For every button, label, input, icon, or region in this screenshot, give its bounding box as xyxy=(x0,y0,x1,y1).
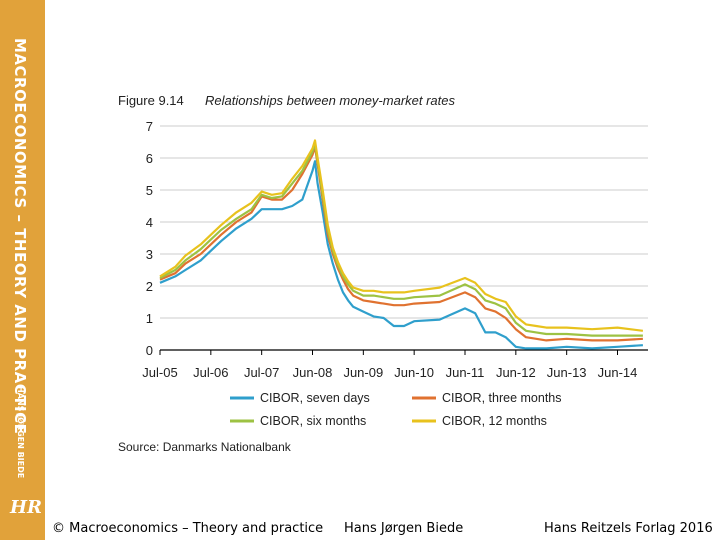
x-tick-label: Jun-14 xyxy=(598,365,638,380)
series-line-4 xyxy=(159,139,644,332)
footer-author: Hans Jørgen Biede xyxy=(344,521,464,536)
y-tick-label: 2 xyxy=(146,279,153,294)
y-tick-label: 7 xyxy=(146,119,153,134)
x-tick-label: Jun-09 xyxy=(343,365,383,380)
legend-label: CIBOR, six months xyxy=(260,414,366,428)
chart-title: Relationships between money-market rates xyxy=(205,93,456,108)
gridlines xyxy=(160,125,648,319)
y-tick-label: 3 xyxy=(146,247,153,262)
figure-label: Figure 9.14 xyxy=(118,93,184,108)
legend-label: CIBOR, 12 months xyxy=(442,414,547,428)
series-line-3 xyxy=(159,142,643,337)
x-tick-label: Jun-11 xyxy=(446,365,485,380)
line-chart: Figure 9.14 Relationships between money-… xyxy=(118,93,648,454)
footer: © Macroeconomics – Theory and practice H… xyxy=(0,517,720,540)
x-tick-label: Jun-08 xyxy=(293,365,333,380)
footer-copyright: © Macroeconomics – Theory and practice xyxy=(52,521,324,536)
legend-label: CIBOR, three months xyxy=(442,391,562,405)
sidebar-author: HANS JØRGEN BIEDE xyxy=(16,386,25,479)
y-tick-label: 0 xyxy=(146,343,153,358)
series-line-2 xyxy=(159,145,643,342)
y-tick-label: 6 xyxy=(146,151,153,166)
footer-publisher: Hans Reitzels Forlag 2016 xyxy=(544,521,713,536)
series-lines xyxy=(159,139,644,350)
sidebar: MACROECONOMICS – THEORY AND PRACTICE HAN… xyxy=(0,0,45,540)
x-tick-label: Jun-13 xyxy=(547,365,587,380)
book-title: MACROECONOMICS – THEORY AND PRACTICE xyxy=(11,38,29,435)
x-tick-label: Jul-07 xyxy=(244,365,279,380)
x-tick-label: Jul-06 xyxy=(193,365,228,380)
publisher-logo: HR xyxy=(10,497,42,518)
y-axis-ticks: 0 1 2 3 4 5 6 7 xyxy=(146,119,153,358)
chart-source: Source: Danmarks Nationalbank xyxy=(118,440,292,454)
y-tick-label: 5 xyxy=(146,183,153,198)
x-axis-ticks: Jul-05 Jul-06 Jul-07 Jun-08 Jun-09 Jun-10 Jun-… xyxy=(142,350,637,380)
y-tick-label: 4 xyxy=(146,215,153,230)
x-tick-label: Jul-05 xyxy=(142,365,177,380)
legend: CIBOR, seven days CIBOR, three months CIBO… xyxy=(230,391,562,428)
series-line-1 xyxy=(159,160,643,350)
x-tick-label: Jun-10 xyxy=(394,365,434,380)
x-tick-label: Jun-12 xyxy=(496,365,536,380)
y-tick-label: 1 xyxy=(146,311,153,326)
legend-label: CIBOR, seven days xyxy=(260,391,370,405)
